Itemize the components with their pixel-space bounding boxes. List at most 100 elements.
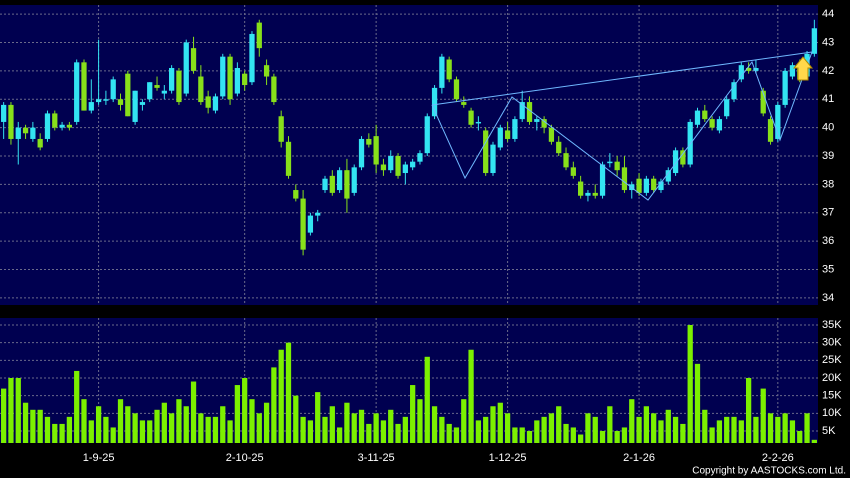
candle-body (811, 28, 817, 54)
volume-bar (271, 367, 277, 443)
volume-bar (585, 413, 591, 443)
volume-bar (716, 420, 723, 443)
volume-bar (621, 427, 628, 443)
candle-body (585, 192, 591, 196)
candle-body (15, 127, 21, 139)
volume-bar (74, 370, 80, 443)
candle-body (578, 181, 584, 196)
trend-line (431, 51, 813, 106)
candle-body (738, 65, 744, 80)
candle-body (556, 141, 562, 154)
volume-bar (519, 427, 525, 443)
candle-body (468, 110, 474, 125)
y-tick-label: 25K (822, 354, 842, 366)
volume-bar (709, 427, 715, 443)
candle-body (760, 90, 766, 114)
candle-body (651, 178, 657, 191)
volume-bar (154, 409, 160, 443)
candle-body (132, 90, 138, 122)
candle-body (621, 167, 628, 191)
candle-body (117, 99, 124, 105)
volume-bar (745, 377, 752, 443)
candle-body (358, 138, 365, 168)
volume-bar (388, 409, 394, 443)
volume-bar (738, 420, 744, 443)
volume-bar (366, 423, 372, 443)
candle-body (95, 99, 102, 103)
y-tick-label: 43 (822, 36, 834, 48)
volume-bar (8, 377, 14, 443)
volume-bar (570, 427, 576, 443)
candle-body (1, 104, 7, 122)
volume-bar (789, 420, 796, 443)
y-tick-label: 30K (822, 337, 842, 349)
candle-body (767, 119, 774, 142)
volume-bar (431, 406, 438, 443)
volume-bar (629, 399, 635, 443)
candle-body (256, 22, 262, 49)
volume-bar (651, 413, 657, 443)
volume-bar (88, 420, 94, 443)
volume-bar (66, 416, 73, 443)
candle-body (614, 161, 620, 171)
volume-bar (110, 427, 116, 443)
candle-body (599, 164, 606, 196)
volume-bar (278, 349, 284, 443)
volume-bar (322, 416, 328, 443)
volume-bar (336, 427, 343, 443)
candle-body (220, 56, 226, 97)
volume-bar (534, 420, 540, 443)
candle-body (103, 99, 109, 101)
volume-bar (702, 409, 708, 443)
volume-bar (556, 406, 562, 443)
volume-bar (380, 420, 387, 443)
y-tick-label: 5K (822, 425, 836, 437)
y-tick-label: 36 (822, 235, 834, 247)
candle-body (789, 65, 796, 77)
candle-body (169, 68, 175, 91)
candle-body (782, 70, 788, 105)
candle-body (534, 119, 540, 122)
volume-bar (658, 420, 664, 443)
candle-body (680, 150, 686, 165)
volume-bar (169, 413, 175, 443)
arrow-icon (792, 56, 814, 81)
y-tick-label: 35K (822, 319, 842, 331)
candle-body (672, 150, 679, 174)
volume-bar (672, 416, 679, 443)
candle-body (709, 119, 715, 128)
candle-body (30, 127, 36, 139)
candle-body (139, 102, 146, 105)
candle-body (431, 87, 438, 117)
candle-body (380, 164, 387, 171)
candle-body (198, 76, 204, 103)
volume-bar (607, 406, 613, 443)
candle-body (373, 136, 379, 165)
volume-bar (234, 385, 240, 443)
candle-body (658, 181, 664, 191)
volume-bar (300, 416, 306, 443)
candle-body (512, 119, 518, 139)
candle-body (592, 192, 598, 196)
volume-bar (81, 399, 87, 443)
candle-body (285, 141, 292, 176)
candle-body (154, 85, 160, 88)
volume-bar (249, 399, 255, 443)
volume-bar (461, 399, 467, 443)
volume-bar (804, 413, 810, 443)
candle-body (636, 178, 642, 193)
candle-body (424, 116, 430, 154)
candle-body (344, 170, 350, 199)
candle-body (322, 178, 328, 191)
candle-body (490, 144, 496, 174)
candle-body (278, 116, 284, 142)
volume-bar (176, 399, 182, 443)
volume-bar (95, 406, 102, 443)
volume-bar (731, 416, 737, 443)
volume-bar (439, 416, 445, 443)
volume-bar (614, 430, 620, 443)
volume-bar (541, 416, 547, 443)
volume-bar (446, 423, 452, 443)
candle-body (176, 70, 182, 103)
candle-body (8, 104, 14, 139)
